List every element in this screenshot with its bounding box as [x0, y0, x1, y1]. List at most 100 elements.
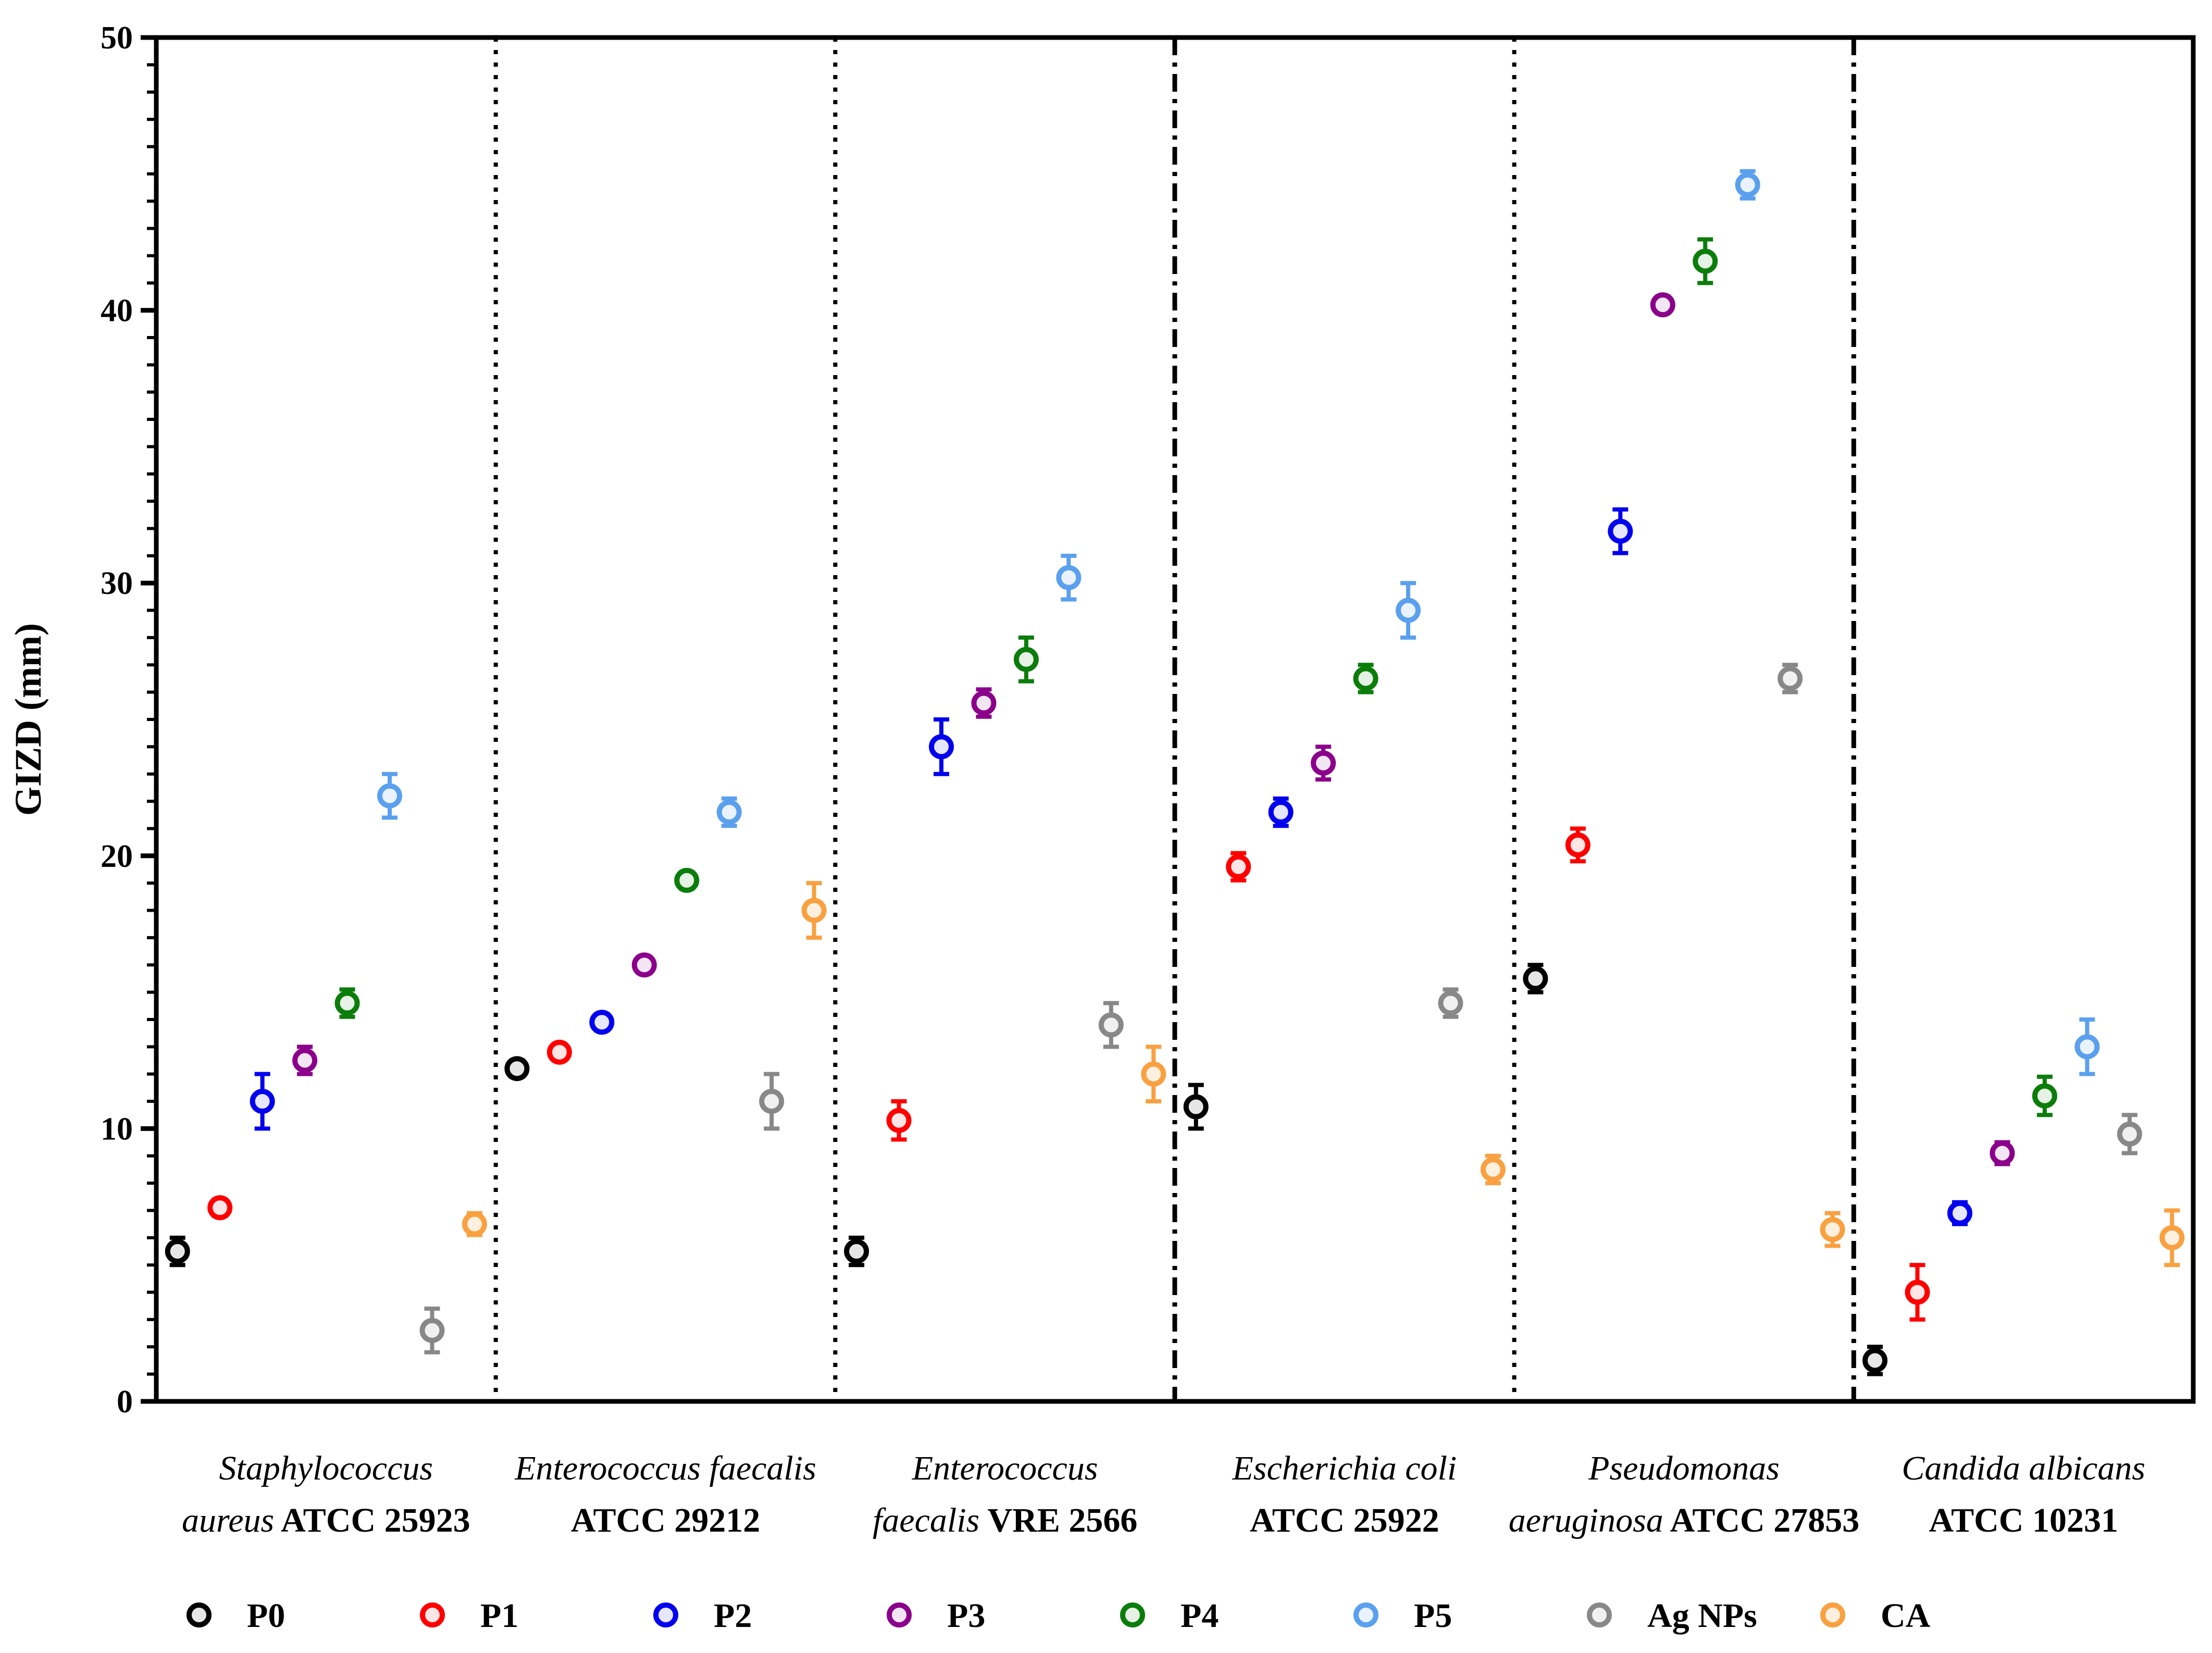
- data-point: [1013, 647, 1039, 672]
- data-point: [1056, 565, 1082, 590]
- legend: P0 P1 P2 P3 P4 P5 Ag NPs CA: [187, 1597, 1931, 1635]
- category-label-part: ATCC 10231: [1929, 1501, 2118, 1539]
- data-point: [716, 800, 742, 825]
- data-point: [1862, 1348, 1888, 1373]
- category-label-part: ATCC 29212: [571, 1501, 761, 1539]
- data-point: [928, 734, 954, 760]
- legend-item: P5: [1353, 1597, 1452, 1635]
- y-tick-label: 0: [117, 1384, 133, 1420]
- data-point: [546, 1039, 572, 1065]
- data-series: [165, 169, 2185, 1376]
- y-axis: 0 10 20 30 40 50: [101, 20, 156, 1420]
- y-axis-title: GIZD (mm): [7, 623, 49, 816]
- data-point: [801, 898, 827, 923]
- category-labels: Staphylococcus aureus ATCC 25923 Enterococ…: [182, 1449, 2145, 1539]
- category-label: Escherichia coli: [1232, 1449, 1457, 1487]
- data-point: [1226, 854, 1251, 879]
- category-label: ATCC 25922: [1250, 1501, 1439, 1539]
- category-label: Pseudomonas: [1588, 1449, 1780, 1487]
- category-label-part: Escherichia coli: [1232, 1449, 1457, 1487]
- category-label-part: Enterococcus: [912, 1449, 1098, 1487]
- category-label: aeruginosa ATCC 27853: [1509, 1501, 1859, 1539]
- data-point: [1693, 248, 1718, 274]
- category-label: ATCC 10231: [1929, 1501, 2118, 1539]
- legend-label: CA: [1881, 1597, 1931, 1635]
- data-point: [1141, 1061, 1166, 1087]
- data-point: [589, 1010, 615, 1035]
- y-tick-label: 10: [101, 1111, 133, 1147]
- legend-marker: [1820, 1602, 1845, 1627]
- data-point: [886, 1108, 912, 1133]
- category-label-part: ATCC 25922: [1250, 1501, 1439, 1539]
- category-label-part: ATCC 25923: [274, 1501, 470, 1539]
- legend-marker: [887, 1602, 912, 1627]
- series-p5: [377, 169, 2100, 1076]
- legend-label: P5: [1414, 1597, 1452, 1635]
- data-point: [292, 1048, 318, 1073]
- data-point: [1353, 666, 1378, 691]
- legend-marker: [420, 1602, 445, 1627]
- legend-marker: [187, 1602, 212, 1627]
- legend-item: P1: [420, 1597, 518, 1635]
- data-point: [462, 1211, 487, 1237]
- category-label: faecalis VRE 2566: [873, 1501, 1137, 1539]
- category-label-part: Enterococcus faecalis: [514, 1449, 816, 1487]
- category-label-part: ATCC 27853: [1663, 1501, 1859, 1539]
- category-label-part: faecalis: [873, 1501, 979, 1539]
- category-separators: [493, 38, 1856, 1401]
- legend-item: P0: [187, 1597, 285, 1635]
- legend-item: Ag NPs: [1587, 1597, 1757, 1635]
- legend-item: P4: [1120, 1597, 1219, 1635]
- data-point: [1396, 598, 1421, 623]
- data-point: [419, 1318, 445, 1343]
- data-point: [1438, 990, 1463, 1016]
- category-label-part: aureus: [182, 1501, 274, 1539]
- legend-label: P0: [247, 1597, 285, 1635]
- data-point: [207, 1195, 233, 1221]
- legend-label: P3: [947, 1597, 985, 1635]
- data-point: [674, 867, 700, 893]
- series-ag-nps: [419, 663, 2142, 1354]
- series-p0: [165, 963, 1888, 1376]
- legend-label: Ag NPs: [1647, 1597, 1757, 1635]
- legend-item: P3: [887, 1597, 985, 1635]
- data-point: [1735, 172, 1760, 197]
- legend-label: P2: [714, 1597, 752, 1635]
- category-label-part: VRE 2566: [979, 1501, 1137, 1539]
- series-ca: [462, 881, 2185, 1267]
- data-point: [1990, 1140, 2015, 1166]
- category-label-part: Candida albicans: [1902, 1449, 2145, 1487]
- category-label-part: Pseudomonas: [1588, 1449, 1780, 1487]
- data-point: [2032, 1083, 2057, 1109]
- category-label: ATCC 29212: [571, 1501, 761, 1539]
- category-label: Staphylococcus: [219, 1449, 433, 1487]
- series-p4: [334, 237, 2057, 1117]
- data-point: [1820, 1217, 1845, 1242]
- data-point: [1565, 832, 1590, 857]
- data-point: [631, 952, 657, 978]
- data-point: [1650, 292, 1675, 318]
- legend-label: P1: [480, 1597, 518, 1635]
- data-point: [1480, 1157, 1506, 1182]
- y-tick-label: 20: [101, 839, 133, 874]
- legend-item: CA: [1820, 1597, 1931, 1635]
- category-label: Enterococcus faecalis: [514, 1449, 816, 1487]
- data-point: [2117, 1121, 2142, 1147]
- category-label: aureus ATCC 25923: [182, 1501, 470, 1539]
- series-p1: [207, 826, 1930, 1322]
- y-tick-label: 40: [101, 293, 133, 329]
- y-tick-label: 30: [101, 566, 133, 601]
- data-point: [971, 690, 997, 716]
- data-point: [1778, 666, 1803, 691]
- data-point: [2074, 1034, 2100, 1060]
- legend-marker: [1587, 1602, 1612, 1627]
- data-point: [334, 990, 360, 1016]
- data-point: [1098, 1012, 1124, 1038]
- data-point: [1183, 1094, 1209, 1120]
- legend-marker: [1120, 1602, 1145, 1627]
- data-point: [504, 1056, 530, 1082]
- data-point: [377, 783, 403, 809]
- data-point: [1608, 518, 1633, 544]
- data-point: [1947, 1200, 1972, 1226]
- y-tick-label: 50: [101, 20, 133, 56]
